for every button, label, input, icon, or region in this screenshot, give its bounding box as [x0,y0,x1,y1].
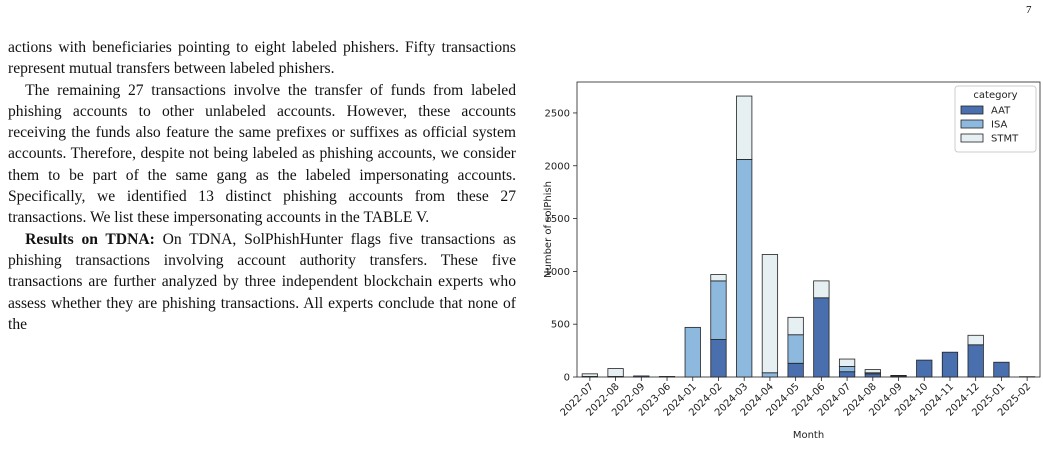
legend-swatch [960,119,984,129]
bar-segment [941,351,959,378]
y-tick-label: 1500 [545,214,570,225]
bar-segment [736,159,753,378]
y-axis-label: Number of solPhish [543,181,554,278]
legend-swatch [960,105,984,115]
bar-segment [916,359,933,378]
y-tick-label: 500 [551,320,570,331]
plot-frame [576,81,1041,378]
x-axis-label: Month [793,430,824,441]
text-column: actions with beneficiaries pointing to e… [8,37,516,335]
bar-segment [787,316,804,336]
y-tick-label: 0 [564,373,570,384]
bar-segment [710,339,727,378]
bar-segment [736,95,753,160]
bar-segment [864,369,881,374]
bar-segment [761,254,779,374]
bar-segment [967,344,984,378]
bar-segment [890,375,907,377]
bar-segment [838,358,856,367]
paragraph: Results on TDNA: On TDNA, SolPhishHunter… [8,229,516,335]
legend-label: STMT [991,134,1019,145]
bar-segment [813,297,830,378]
bar-segment [787,334,804,364]
bar-segment [710,274,727,282]
bar-segment [813,280,830,299]
legend-label: ISA [991,120,1007,131]
paragraph: The remaining 27 transactions involve th… [8,80,516,229]
run-in-heading: Results on TDNA: [25,230,155,248]
bar-segment [864,373,881,378]
paragraph-text: The remaining 27 transactions involve th… [8,81,516,227]
legend-title: category [973,90,1017,101]
paragraph-text: On TDNA, SolPhishHunter flags five trans… [8,230,516,333]
bar-segment [658,376,676,378]
bar-segment [581,373,598,377]
legend-label: AAT [991,106,1011,117]
legend-swatch [960,133,984,143]
bar-segment [787,362,804,378]
y-tick-label: 2000 [545,161,570,172]
paragraph: actions with beneficiaries pointing to e… [8,37,516,80]
paragraph-text: actions with beneficiaries pointing to e… [8,39,516,78]
bar-segment [633,375,650,378]
bar-segment [607,368,624,377]
y-tick-label: 2500 [545,108,570,119]
bar-segment [710,280,727,340]
page-number: 7 [1026,4,1032,16]
y-tick-label: 1000 [545,267,570,278]
bar-segment [967,334,984,346]
bar-segment [838,371,856,378]
bar-segment [684,326,701,378]
bar-segment [993,361,1010,378]
bar-segment [761,372,779,378]
bar-segment [838,366,856,373]
